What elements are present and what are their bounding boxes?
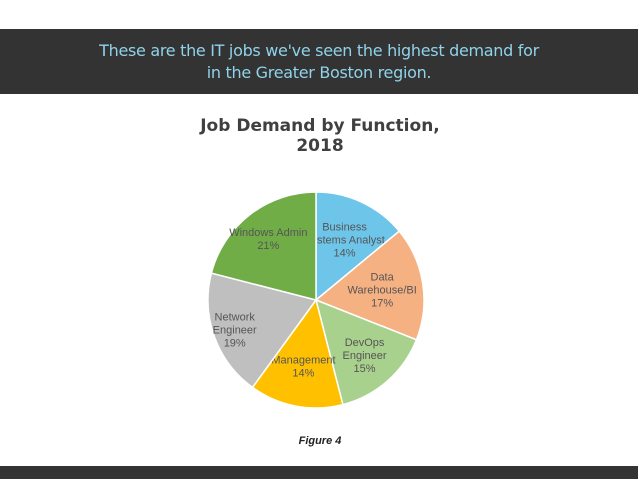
slice-value-label: 15% xyxy=(354,363,376,375)
slice-value-label: 14% xyxy=(292,367,314,379)
slice-value-label: 21% xyxy=(257,240,279,252)
pie-slice xyxy=(314,230,425,341)
slice-label: Management 14% xyxy=(271,354,335,379)
chart-title-line-2: 2018 xyxy=(296,136,344,156)
pie-slice xyxy=(314,298,418,406)
slice-name-label: Engineer xyxy=(343,350,387,362)
slice-name-label: Business xyxy=(322,221,367,233)
chart-title: Job Demand by Function, 2018 xyxy=(160,116,480,156)
header-banner: These are the IT jobs we've seen the hig… xyxy=(0,29,638,94)
pie-slice xyxy=(207,272,318,389)
slice-label: DevOps Engineer 15% xyxy=(343,337,387,375)
slice-label: Data Warehouse/BI 17% xyxy=(347,272,416,310)
pie-slice xyxy=(251,298,344,409)
slice-name-label: Systems Analyst xyxy=(304,234,385,246)
banner-line-1: These are the IT jobs we've seen the hig… xyxy=(99,40,539,60)
slice-name-label: Warehouse/BI xyxy=(347,285,416,297)
banner-line-2: in the Greater Boston region. xyxy=(206,62,432,82)
slice-value-label: 14% xyxy=(333,247,355,259)
slice-name-label: Network xyxy=(215,311,256,323)
slice-value-label: 19% xyxy=(224,337,246,349)
slice-name-label: Data xyxy=(371,272,395,284)
chart-title-line-1: Job Demand by Function, xyxy=(200,116,440,136)
slice-label: Business Systems Analyst 14% xyxy=(304,221,385,259)
slice-value-label: 17% xyxy=(371,298,393,310)
slice-name-label: Windows Admin xyxy=(229,227,307,239)
pie-slice xyxy=(210,191,317,301)
slice-name-label: Management xyxy=(271,354,335,366)
slice-label: Windows Admin 21% xyxy=(229,227,307,252)
slice-label: Network Engineer 19% xyxy=(213,311,257,349)
pie-slice xyxy=(315,191,401,302)
slice-name-label: DevOps xyxy=(345,337,385,349)
footer-bar xyxy=(0,466,638,479)
slice-name-label: Engineer xyxy=(213,324,257,336)
figure-caption: Figure 4 xyxy=(298,435,342,447)
